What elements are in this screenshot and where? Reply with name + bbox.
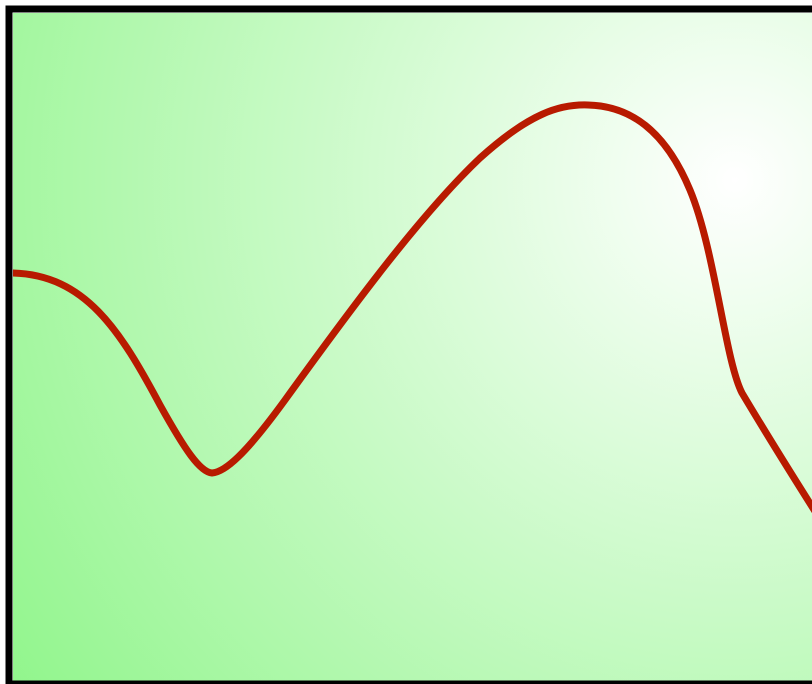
gradient-background — [13, 13, 812, 681]
diagram-frame — [5, 5, 812, 684]
wave-curve — [13, 101, 812, 514]
